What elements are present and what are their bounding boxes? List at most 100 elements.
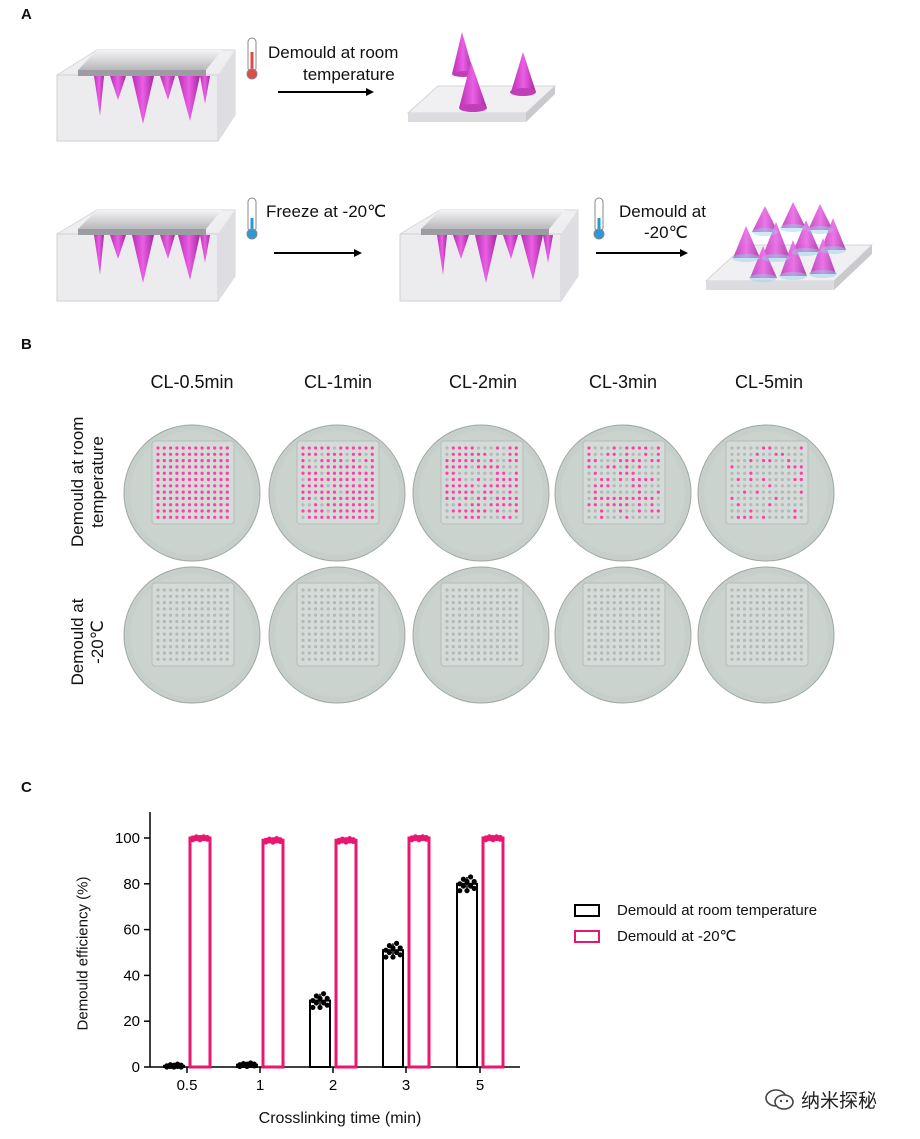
legend-item-minus-20: Demould at -20℃	[574, 927, 817, 945]
data-point	[277, 837, 283, 843]
data-point	[193, 834, 199, 840]
data-point	[412, 834, 418, 840]
bar-room-3	[382, 949, 404, 1069]
data-point	[486, 834, 492, 840]
legend-swatch-room-temperature	[574, 904, 600, 917]
data-point	[310, 1004, 316, 1011]
bar-cold-3	[407, 836, 431, 1069]
column-label-cl-3min: CL-3min	[588, 372, 658, 392]
data-point	[394, 940, 400, 946]
schematic-diagram	[56, 32, 874, 302]
data-point	[178, 1062, 184, 1068]
data-point	[383, 954, 389, 960]
data-point	[251, 1061, 257, 1067]
arrow-right-icon	[596, 249, 688, 257]
data-point	[423, 834, 429, 841]
panel-c-letter: C	[21, 779, 32, 796]
panel-b-letter: B	[21, 336, 32, 353]
bar-cold-0.5	[188, 836, 212, 1069]
data-point	[386, 943, 392, 949]
step1-label-line1: Demould at room	[268, 43, 399, 62]
demould-efficiency-chart: 0 20 40 60 80 100 0.5 1 2 3 5	[115, 812, 520, 1094]
wechat-logo-icon	[765, 1088, 794, 1110]
row-label-room-temperature: Demould at room temperature	[68, 417, 112, 547]
y-tick-label: 80	[123, 876, 140, 893]
step3-label-line2: -20℃	[644, 223, 688, 242]
data-point	[397, 945, 403, 951]
x-tick-label: 1	[256, 1077, 264, 1094]
y-tick-label: 100	[115, 830, 140, 847]
row-label-cold-line2: -20℃	[88, 620, 107, 664]
petri-dish-cold-1	[123, 566, 261, 704]
petri-dish-cold-4	[554, 566, 692, 704]
data-point	[321, 1000, 327, 1006]
data-point	[266, 836, 272, 842]
row-label-room-line2: temperature	[88, 436, 107, 528]
data-point	[240, 1060, 246, 1067]
x-tick-label: 3	[402, 1077, 410, 1094]
column-label-cl-0-5min: CL-0.5min	[150, 372, 234, 392]
data-point	[204, 834, 210, 841]
data-point	[468, 874, 474, 880]
bar-cold-5	[481, 836, 505, 1069]
thermometer-cold-icon	[246, 197, 258, 240]
mold-with-needles-2	[56, 209, 236, 302]
data-point	[457, 881, 463, 887]
data-point	[464, 888, 470, 894]
step2-label: Freeze at -20℃	[266, 202, 387, 221]
column-label-cl-5min: CL-5min	[734, 372, 804, 392]
data-point	[321, 991, 327, 997]
step3-label-line1: Demould at	[619, 202, 706, 221]
petri-dish-cold-2	[268, 566, 406, 704]
data-point	[468, 883, 474, 889]
mold-with-needles-1	[56, 49, 236, 142]
data-point	[460, 876, 466, 882]
y-tick-label: 60	[123, 922, 140, 939]
data-point	[383, 947, 389, 953]
petri-dish-room-3	[412, 424, 550, 562]
x-tick-label: 2	[329, 1077, 337, 1094]
y-tick-label: 0	[132, 1059, 140, 1076]
x-tick-label: 0.5	[177, 1077, 198, 1094]
data-point	[497, 834, 503, 841]
x-tick-label: 5	[476, 1077, 484, 1094]
arrow-right-icon	[278, 88, 374, 96]
petri-dish-room-1	[123, 424, 261, 562]
data-point	[339, 836, 345, 842]
thermometer-warm-icon	[246, 37, 258, 80]
data-point	[457, 888, 463, 894]
legend-item-room-temperature: Demould at room temperature	[574, 902, 817, 919]
data-point	[324, 995, 330, 1001]
wechat-watermark: 纳米探秘	[765, 1086, 877, 1113]
legend-label-room-temperature: Demould at room temperature	[617, 902, 818, 919]
y-axis-label: Demould efficiency (%)	[74, 876, 92, 1031]
bar-room-2	[309, 999, 331, 1068]
arrow-right-icon	[274, 249, 362, 257]
panel-a-letter: A	[21, 6, 32, 23]
plate-with-frozen-cones	[704, 202, 874, 290]
bar-cold-2	[334, 838, 358, 1069]
data-point	[310, 997, 316, 1004]
row-label-cold-line1: Demould at	[68, 598, 87, 686]
y-tick-label: 20	[123, 1013, 140, 1030]
petri-dish-room-5	[697, 424, 835, 562]
petri-dish-cold-5	[697, 566, 835, 704]
petri-dish-room-2	[268, 424, 406, 562]
data-point	[350, 837, 356, 843]
step1-label-line2: temperature	[303, 65, 395, 84]
bar-cold-1	[261, 838, 285, 1069]
petri-dish-room-4	[554, 424, 692, 562]
data-point	[313, 993, 319, 999]
petri-dish-cold-3	[412, 566, 550, 704]
data-point	[394, 949, 400, 956]
row-label-room-line1: Demould at room	[68, 416, 87, 547]
chart-legend: Demould at room temperature Demould at -…	[574, 902, 817, 945]
watermark-text: 纳米探秘	[801, 1090, 878, 1112]
legend-label-minus-20: Demould at -20℃	[617, 928, 737, 945]
legend-swatch-minus-20	[574, 929, 600, 943]
plate-with-cones-1	[406, 32, 557, 122]
column-label-cl-1min: CL-1min	[303, 372, 373, 392]
bar-room-5	[456, 882, 478, 1068]
mold-with-needles-frozen	[399, 209, 579, 302]
row-label-minus-20: Demould at -20℃	[68, 577, 112, 707]
